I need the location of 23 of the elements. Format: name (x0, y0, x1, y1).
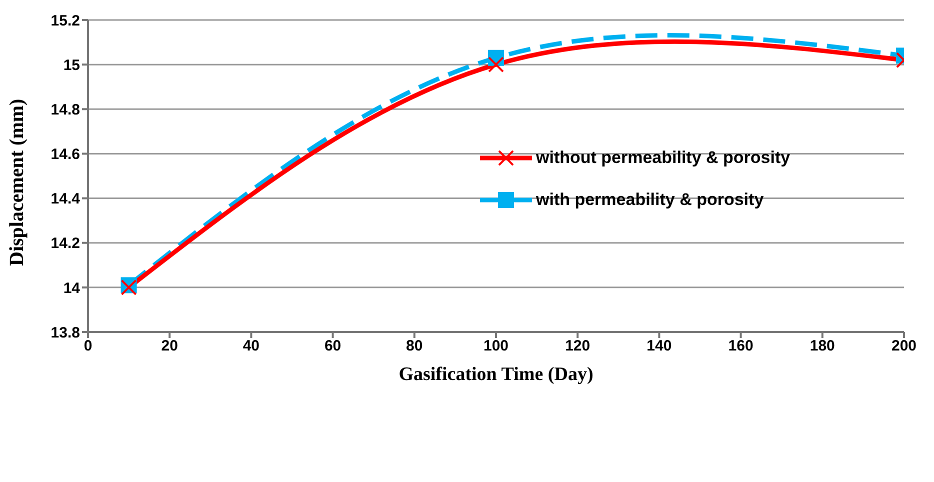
x-tick-label: 0 (84, 338, 92, 355)
y-tick-label: 15.2 (50, 12, 80, 30)
x-tick-label: 180 (810, 338, 835, 355)
y-tick-label: 14.4 (50, 190, 81, 208)
y-tick-label: 14.2 (50, 235, 80, 252)
x-tick-label: 80 (406, 338, 423, 355)
x-axis-title: Gasification Time (Day) (398, 364, 594, 385)
y-tick-label: 14 (63, 280, 81, 297)
y-axis-title: Displacement (mm) (6, 98, 28, 266)
legend-label: without permeability & porosity (536, 148, 790, 168)
x-tick-label: 60 (324, 338, 342, 355)
y-tick-label: 14.6 (50, 146, 80, 164)
legend-label: with permeability & porosity (536, 190, 764, 210)
y-tick-label: 13.8 (50, 324, 80, 342)
x-tick-label: 200 (891, 338, 917, 355)
x-tick-label: 140 (646, 338, 672, 355)
x-tick-label: 120 (565, 338, 590, 355)
x-tick-label: 20 (161, 338, 178, 355)
y-tick-label: 15 (63, 56, 80, 74)
x-tick-label: 160 (728, 338, 754, 355)
y-tick-label: 14.8 (50, 101, 80, 118)
x-tick-label: 40 (242, 338, 260, 355)
x-tick-label: 100 (483, 338, 509, 355)
